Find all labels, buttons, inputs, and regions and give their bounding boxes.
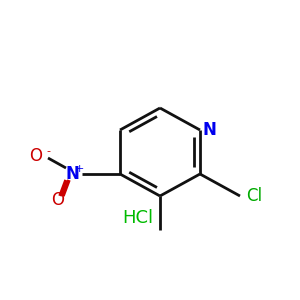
Text: N: N	[65, 165, 79, 183]
Text: +: +	[74, 164, 84, 174]
Text: N: N	[202, 121, 216, 139]
Text: HCl: HCl	[122, 209, 154, 227]
Text: Cl: Cl	[246, 187, 262, 205]
Text: O: O	[29, 147, 42, 165]
Text: O: O	[52, 191, 64, 209]
Text: -: -	[46, 146, 50, 156]
